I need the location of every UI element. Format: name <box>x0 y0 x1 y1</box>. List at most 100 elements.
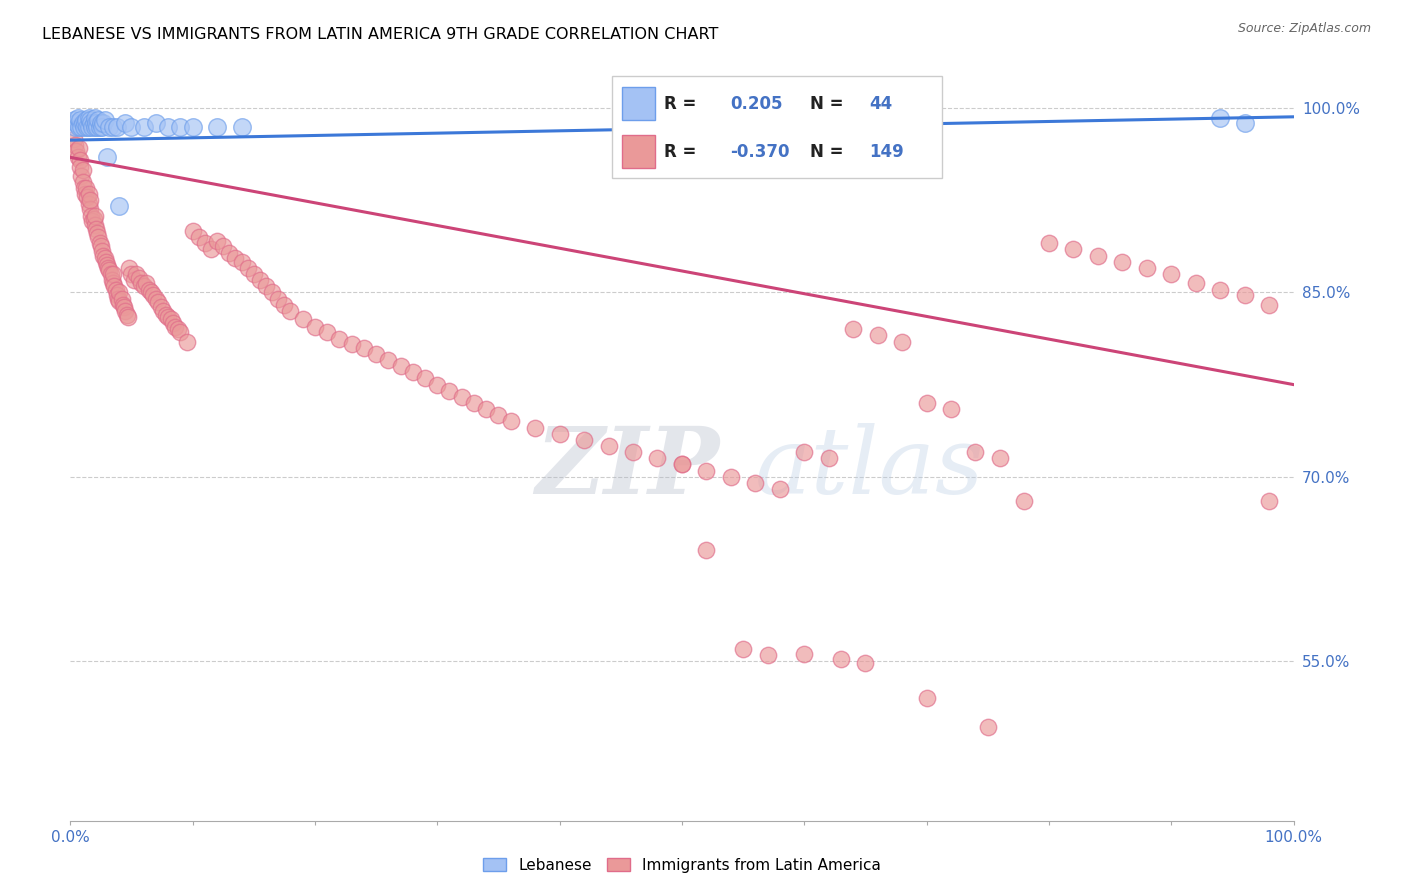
Point <box>176 334 198 349</box>
Point <box>231 120 253 134</box>
Point <box>77 120 100 134</box>
Point <box>231 254 253 268</box>
Point <box>83 116 105 130</box>
Point <box>86 227 108 241</box>
Point <box>316 325 339 339</box>
Point <box>129 276 152 290</box>
Point <box>94 254 117 268</box>
Point <box>97 260 120 275</box>
Point <box>79 194 101 208</box>
Point <box>353 341 375 355</box>
Point <box>132 279 155 293</box>
Point <box>1233 116 1256 130</box>
Text: N =: N = <box>810 143 844 161</box>
Point <box>65 116 87 130</box>
Point <box>63 120 86 134</box>
Point <box>101 276 124 290</box>
Point <box>167 322 190 336</box>
Point <box>132 120 155 134</box>
Point <box>82 120 104 134</box>
Point <box>426 377 449 392</box>
Point <box>1233 288 1256 302</box>
Point <box>976 720 998 734</box>
Point <box>1258 494 1281 508</box>
Text: N =: N = <box>810 95 844 112</box>
Point <box>254 279 277 293</box>
Point <box>817 451 839 466</box>
Point <box>101 267 124 281</box>
Point <box>90 239 112 253</box>
Point <box>89 120 111 134</box>
Point <box>69 153 91 167</box>
Point <box>671 458 693 472</box>
Point <box>1258 298 1281 312</box>
Point <box>73 120 96 134</box>
Point <box>262 285 284 300</box>
Point <box>695 543 717 558</box>
Point <box>159 312 181 326</box>
Point <box>86 120 108 134</box>
Point <box>463 396 485 410</box>
Point <box>111 298 134 312</box>
Point <box>280 304 302 318</box>
Point <box>439 384 461 398</box>
Text: R =: R = <box>665 143 697 161</box>
Point <box>866 328 889 343</box>
Point <box>1209 111 1232 125</box>
Point <box>548 426 571 441</box>
Point <box>66 111 89 125</box>
Point <box>63 138 86 153</box>
Point <box>66 150 89 164</box>
FancyBboxPatch shape <box>621 136 655 168</box>
Point <box>915 690 938 705</box>
Point <box>70 120 93 134</box>
Point <box>79 113 101 128</box>
Point <box>340 337 363 351</box>
Point <box>155 308 177 322</box>
Point <box>83 111 105 125</box>
Point <box>720 469 742 483</box>
Point <box>200 243 222 257</box>
Point <box>76 189 98 203</box>
Point <box>77 187 100 202</box>
Point <box>181 120 204 134</box>
Point <box>87 113 110 128</box>
Point <box>91 116 114 130</box>
Point <box>93 251 115 265</box>
Point <box>744 475 766 490</box>
Point <box>63 113 86 128</box>
Point <box>1136 260 1159 275</box>
Point <box>205 120 228 134</box>
Point <box>1184 276 1206 290</box>
Point <box>69 160 91 174</box>
Point <box>63 132 86 146</box>
Text: LEBANESE VS IMMIGRANTS FROM LATIN AMERICA 9TH GRADE CORRELATION CHART: LEBANESE VS IMMIGRANTS FROM LATIN AMERIC… <box>42 27 718 42</box>
Point <box>169 325 191 339</box>
Point <box>91 244 114 258</box>
Point <box>273 298 295 312</box>
Point <box>267 292 290 306</box>
Point <box>80 116 103 130</box>
Point <box>328 332 350 346</box>
Point <box>73 116 96 130</box>
Point <box>115 308 138 322</box>
Point <box>1111 254 1133 268</box>
Point <box>1087 249 1109 263</box>
Point <box>475 402 498 417</box>
Point <box>77 111 100 125</box>
Point <box>165 319 187 334</box>
Point <box>524 420 547 434</box>
Point <box>96 150 118 164</box>
Point <box>145 292 167 306</box>
Point <box>291 312 314 326</box>
Point <box>647 451 669 466</box>
Point <box>145 116 167 130</box>
Point <box>139 285 162 300</box>
Point <box>402 365 425 379</box>
Point <box>413 371 436 385</box>
Point <box>70 169 93 183</box>
Point <box>121 120 143 134</box>
Point <box>366 347 388 361</box>
Point <box>450 390 472 404</box>
Point <box>769 482 792 496</box>
